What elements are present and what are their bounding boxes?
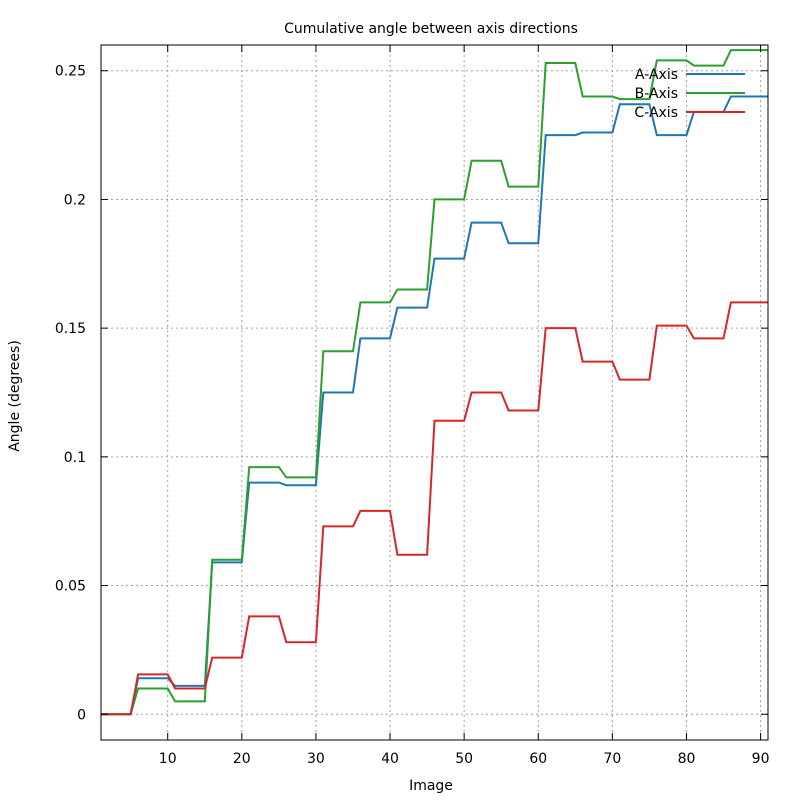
legend-label: C-Axis — [634, 105, 678, 121]
x-tick-label: 20 — [233, 751, 251, 767]
x-tick-label: 30 — [307, 751, 325, 767]
x-tick-label: 10 — [159, 751, 177, 767]
plot-frame — [100, 44, 769, 741]
legend-label: B-Axis — [635, 86, 678, 102]
y-tick-label: 0.25 — [55, 64, 86, 80]
x-tick-label: 80 — [678, 751, 696, 767]
x-tick-label: 50 — [455, 751, 473, 767]
series-group — [101, 49, 768, 716]
chart-title: Cumulative angle between axis directions — [284, 21, 578, 37]
series-line-c-axis — [101, 301, 768, 716]
series-line-a-axis — [101, 95, 768, 716]
x-tick-label: 90 — [752, 751, 770, 767]
x-axis-label: Image — [409, 778, 453, 794]
legend-label: A-Axis — [635, 67, 678, 83]
x-tick-label: 70 — [603, 751, 621, 767]
grid — [101, 45, 768, 740]
series-line-b-axis — [101, 49, 768, 716]
y-axis-label: Angle (degrees) — [7, 340, 23, 452]
y-tick-label: 0.15 — [55, 321, 86, 337]
x-tick-label: 40 — [381, 751, 399, 767]
y-tick-label: 0 — [77, 707, 86, 723]
y-tick-label: 0.05 — [55, 579, 86, 595]
axis-ticks: 10 20 30 40 50 60 70 80 90 0 0.05 0.1 0.15 0.2 0.25 — [55, 45, 770, 767]
legend: A-Axis B-Axis C-Axis — [634, 67, 745, 121]
x-tick-label: 60 — [529, 751, 547, 767]
y-tick-label: 0.1 — [64, 450, 86, 466]
y-tick-label: 0.2 — [64, 192, 86, 208]
